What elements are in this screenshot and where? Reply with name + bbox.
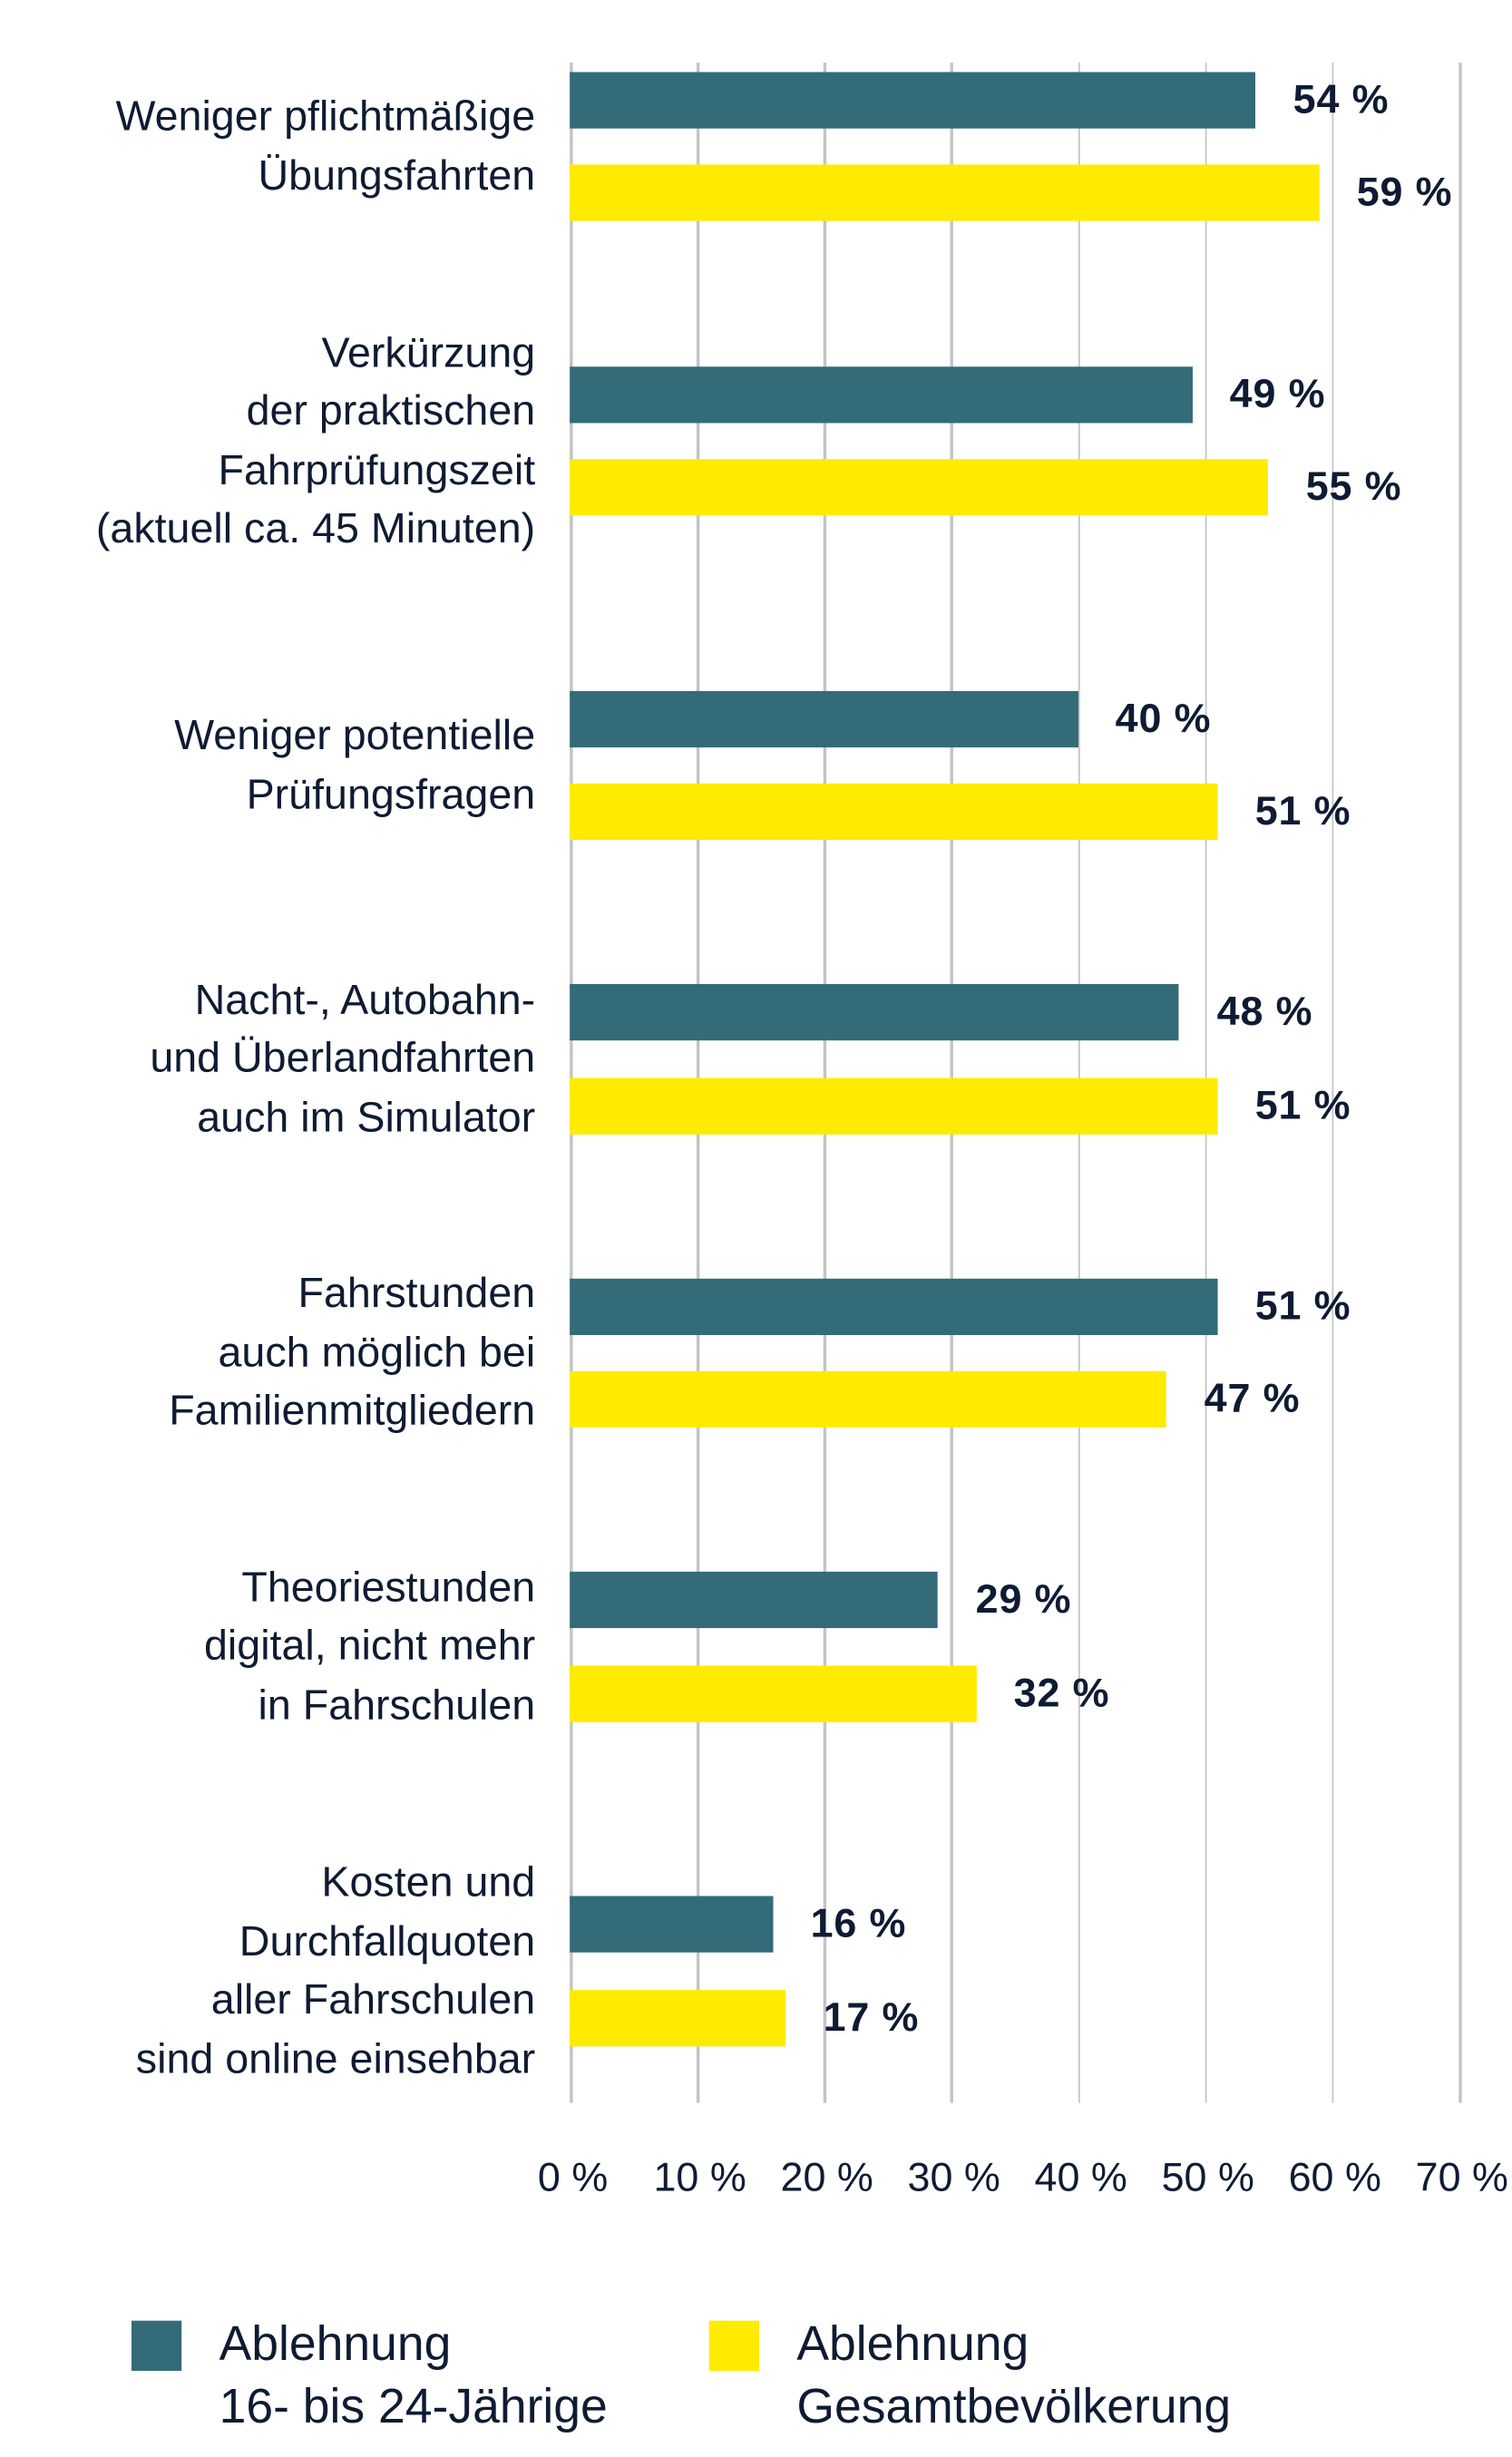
bar-youth [570, 1896, 774, 1953]
bar-youth [570, 1571, 939, 1629]
value-label: 51 % [1254, 1081, 1351, 1128]
category-label: Kosten und Durchfallquoten aller Fahrsch… [135, 1858, 536, 2082]
gridline [1332, 63, 1334, 2103]
legend-label-youth: Ablehnung 16- bis 24-Jährige [219, 2316, 608, 2434]
value-label: 29 % [975, 1575, 1072, 1623]
value-label: 32 % [1013, 1668, 1110, 1716]
x-tick-label: 70 % [1415, 2152, 1508, 2200]
x-tick-label: 30 % [907, 2152, 1000, 2200]
x-tick-label: 20 % [780, 2152, 873, 2200]
value-label: 48 % [1216, 987, 1313, 1035]
value-label: 16 % [810, 1898, 907, 1946]
bar-total [570, 1077, 1218, 1135]
bar-youth [570, 690, 1078, 748]
bar-total [570, 459, 1269, 516]
bar-youth [570, 1278, 1218, 1335]
bar-total [570, 1370, 1167, 1428]
gridline [1458, 63, 1461, 2103]
bar-youth [570, 983, 1180, 1041]
value-label: 54 % [1293, 74, 1390, 122]
value-label: 49 % [1229, 369, 1326, 417]
category-label: Nacht-, Autobahn- und Überlandfahrten au… [150, 975, 536, 1141]
bar-youth [570, 72, 1256, 129]
value-label: 47 % [1204, 1374, 1301, 1422]
value-label: 40 % [1115, 694, 1212, 742]
value-label: 55 % [1305, 462, 1402, 510]
bar-total [570, 1990, 786, 2047]
category-label: Fahrstunden auch möglich bei Familienmit… [169, 1269, 536, 1435]
bar-total [570, 783, 1218, 841]
legend-swatch-youth [131, 2320, 182, 2371]
category-label: Weniger pflichtmäßige Übungsfahrten [115, 92, 536, 199]
value-label: 17 % [823, 1993, 920, 2041]
x-tick-label: 60 % [1288, 2152, 1381, 2200]
value-label: 51 % [1254, 1282, 1351, 1330]
category-label: Weniger potentielle Prüfungsfragen [174, 711, 536, 817]
x-tick-label: 10 % [653, 2152, 746, 2200]
category-label: Theoriestunden digital, nicht mehr in Fa… [204, 1563, 536, 1729]
x-tick-label: 50 % [1161, 2152, 1254, 2200]
x-tick-label: 40 % [1034, 2152, 1127, 2200]
legend-label-total: Ablehnung Gesamtbevölkerung [796, 2316, 1232, 2434]
value-label: 59 % [1356, 167, 1453, 215]
value-label: 51 % [1254, 786, 1351, 834]
category-label: Verkürzung der praktischen Fahrprüfungsz… [95, 327, 536, 552]
legend-swatch-total [708, 2320, 759, 2371]
x-tick-label: 0 % [537, 2152, 609, 2200]
bar-total [570, 164, 1320, 221]
bar-total [570, 1665, 977, 1722]
bar-youth [570, 366, 1193, 424]
